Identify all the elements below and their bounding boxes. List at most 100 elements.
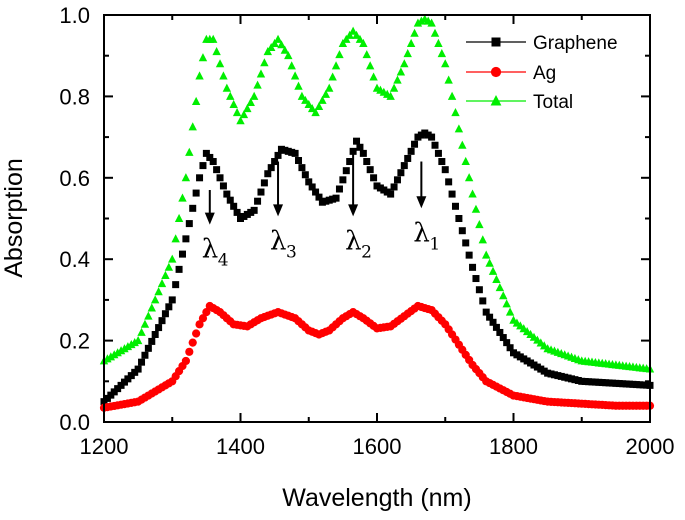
data-point [195,71,204,80]
data-point [168,254,177,263]
data-point [256,69,266,78]
data-point [106,352,116,361]
data-point [260,179,268,187]
data-point [339,176,347,184]
data-point [202,308,211,317]
data-point [174,213,184,222]
data-point [482,250,491,259]
data-point [249,91,259,100]
data-point [196,174,204,182]
data-point [185,147,194,156]
data-point [202,149,210,157]
data-point [116,346,126,355]
series-ag [99,301,655,412]
data-point [198,314,208,323]
data-point [458,227,466,235]
data-point [250,206,258,214]
data-point [370,174,378,182]
data-point [431,141,439,149]
x-tick-label: 1600 [353,434,402,459]
data-point [448,190,456,198]
data-point [134,365,142,373]
data-point [505,307,515,316]
data-point [178,250,186,258]
data-point [219,71,228,80]
data-point [338,38,348,47]
legend-marker [491,37,501,47]
data-point [164,262,174,271]
data-point [127,340,136,349]
data-point [393,176,401,184]
data-point [311,108,320,117]
y-tick-label: 0.0 [59,410,90,435]
data-point [264,170,272,178]
annotation-subscript: 3 [286,242,297,262]
legend-marker [490,66,502,78]
data-point [287,61,296,70]
data-point [137,327,146,336]
data-point [444,75,453,84]
data-point [492,323,500,331]
data-point [216,174,224,182]
data-point [157,279,167,288]
data-point [478,235,487,244]
annotation-subscript: 2 [361,242,372,262]
data-point [441,166,449,174]
data-point [393,75,402,84]
data-point [297,91,307,100]
data-point [471,204,481,213]
data-point [147,303,156,312]
legend-marker [490,95,502,106]
data-point [229,99,238,109]
data-point [359,38,368,47]
data-point [150,295,160,304]
annotation-label: λ [202,235,218,265]
data-point [428,133,436,141]
data-point [502,299,511,308]
data-point [181,173,191,182]
data-point [172,281,180,289]
data-point [352,30,361,39]
data-point [441,59,450,68]
data-point [362,50,371,59]
data-point [356,143,364,151]
data-point [506,344,514,352]
data-point [226,196,234,204]
data-point [488,266,498,275]
data-point [458,140,467,149]
data-point [366,166,374,174]
data-point [363,158,371,166]
data-point [191,96,201,105]
legend-entry-graphene: Graphene [466,33,618,54]
data-point [486,313,494,321]
data-point [464,173,474,182]
arrow-head [273,204,284,217]
data-point [144,344,152,352]
data-point [151,330,159,338]
data-point [130,338,139,347]
data-point [298,164,306,172]
data-point [499,334,507,342]
data-point [301,171,309,179]
annotation-subscript: 4 [218,251,229,271]
data-point [171,234,180,243]
data-point [427,18,436,27]
data-point [454,124,464,133]
data-point [243,103,252,113]
data-point [277,40,286,49]
data-point [246,97,255,106]
series-graphene [100,129,654,406]
data-point [223,190,231,198]
data-point [468,189,477,198]
data-point [495,283,505,292]
legend-entry-total: Total [466,92,573,113]
data-point [349,147,357,155]
data-point [455,215,463,222]
data-point [407,147,415,155]
data-point [430,28,440,37]
data-point [267,42,276,52]
data-point [335,50,344,59]
